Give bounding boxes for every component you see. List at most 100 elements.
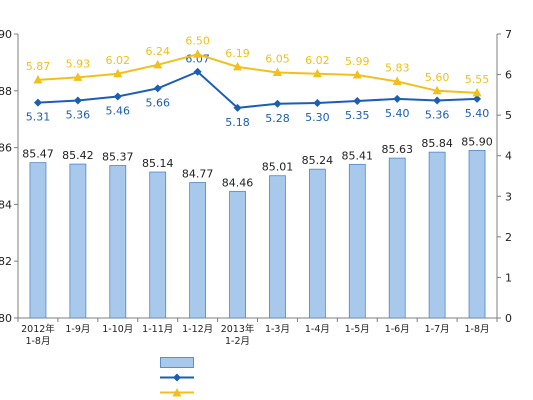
y-left-tick-label: 88 bbox=[0, 85, 12, 98]
y-left-tick-label: 80 bbox=[0, 312, 12, 325]
bar-value-label: 85.90 bbox=[461, 135, 493, 148]
yellow-series-point bbox=[73, 72, 83, 81]
blue-series-value-label: 5.40 bbox=[385, 107, 410, 120]
legend-swatch-bars bbox=[160, 357, 194, 368]
yellow-series-value-label: 5.55 bbox=[465, 73, 490, 86]
bar bbox=[468, 150, 486, 319]
yellow-series-value-label: 5.93 bbox=[66, 57, 91, 70]
x-tick-label: 2013年 1-2月 bbox=[221, 323, 255, 347]
y-right-tick-label: 1 bbox=[505, 271, 512, 284]
bar bbox=[348, 163, 366, 319]
legend bbox=[160, 355, 490, 400]
blue-series-value-label: 5.40 bbox=[465, 107, 490, 120]
bar-value-label: 85.42 bbox=[62, 149, 94, 162]
yellow-series-value-label: 6.02 bbox=[106, 54, 131, 67]
blue-series-point bbox=[273, 99, 282, 108]
blue-series-point bbox=[73, 96, 82, 105]
bar-value-label: 85.41 bbox=[342, 149, 374, 162]
blue-series-point bbox=[113, 92, 122, 101]
y-right-tick-label: 0 bbox=[505, 312, 512, 325]
yellow-series-point bbox=[352, 69, 362, 79]
yellow-series-point bbox=[312, 68, 322, 78]
bar-value-label: 85.14 bbox=[142, 157, 174, 170]
bar-value-label: 85.37 bbox=[102, 150, 134, 163]
blue-series-point bbox=[473, 94, 482, 103]
x-tick-label: 1-4月 bbox=[305, 324, 330, 335]
bar bbox=[428, 151, 446, 319]
bar-value-label: 85.24 bbox=[302, 154, 334, 167]
blue-series-point bbox=[33, 98, 42, 107]
yellow-series-value-label: 6.50 bbox=[185, 34, 210, 47]
legend-item-yellow-line bbox=[160, 385, 490, 400]
bar bbox=[388, 157, 406, 319]
blue-series-point bbox=[313, 98, 322, 107]
blue-series-point bbox=[153, 84, 162, 93]
bar bbox=[269, 175, 286, 319]
bar bbox=[69, 163, 87, 319]
plot-area: 80 82 84 86 88 90 0 1 2 3 4 5 6 7 2012年 1-8月 1-9月 1-10月 1-… bbox=[0, 28, 512, 347]
yellow-series-point bbox=[113, 68, 123, 78]
bar-value-label: 85.63 bbox=[381, 143, 413, 156]
y-right-tick-label: 6 bbox=[505, 69, 512, 82]
yellow-series-point bbox=[33, 74, 43, 84]
x-tick-label: 1-9月 bbox=[65, 324, 90, 335]
yellow-series-line bbox=[37, 53, 478, 94]
yellow-series-value-label: 6.19 bbox=[225, 47, 250, 60]
y-left-tick-label: 90 bbox=[0, 28, 12, 41]
yellow-series-value-label: 6.02 bbox=[305, 54, 330, 67]
y-right-tick-label: 4 bbox=[505, 150, 512, 163]
bar-value-label: 85.84 bbox=[421, 137, 453, 150]
bar-value-label: 84.77 bbox=[182, 168, 214, 181]
blue-series-value-label: 5.36 bbox=[425, 109, 450, 122]
y-right-tick-label: 3 bbox=[505, 190, 512, 203]
x-tick-label: 2012年 1-8月 bbox=[21, 323, 55, 347]
x-tick-label: 1-7月 bbox=[425, 324, 450, 335]
yellow-series-point bbox=[153, 59, 163, 69]
legend-item-blue-line bbox=[160, 370, 490, 385]
y-left-tick-label: 82 bbox=[0, 255, 12, 268]
bar bbox=[308, 168, 326, 319]
bar bbox=[229, 190, 246, 319]
blue-series-value-label: 5.28 bbox=[265, 112, 290, 125]
blue-series-value-label: 5.66 bbox=[145, 96, 170, 109]
x-tick-label: 1-10月 bbox=[102, 324, 133, 335]
blue-series-value-label: 5.31 bbox=[26, 111, 51, 124]
y-right-tick-label: 2 bbox=[505, 231, 512, 244]
legend-swatch-yellow-line bbox=[160, 388, 194, 397]
y-left-tick-label: 86 bbox=[0, 142, 12, 155]
yellow-series-point bbox=[392, 76, 402, 85]
yellow-series-point bbox=[272, 67, 282, 77]
yellow-series-point bbox=[432, 85, 442, 95]
x-tick-label: 1-5月 bbox=[345, 324, 370, 335]
blue-series-point bbox=[393, 94, 402, 103]
bar-value-label: 84.46 bbox=[222, 176, 254, 189]
yellow-series-value-label: 5.83 bbox=[385, 61, 410, 74]
blue-series-line bbox=[37, 70, 478, 109]
bar bbox=[109, 165, 127, 319]
x-tick-label: 1-11月 bbox=[142, 324, 173, 335]
blue-series-point bbox=[233, 103, 242, 112]
blue-series-value-label: 5.35 bbox=[345, 109, 370, 122]
yellow-series-value-label: 6.05 bbox=[265, 53, 290, 66]
y-right-tick-label: 5 bbox=[505, 109, 512, 122]
bar-value-label: 85.01 bbox=[262, 161, 294, 174]
y-right-tick-label: 7 bbox=[505, 28, 512, 41]
yellow-series-value-label: 6.24 bbox=[145, 45, 170, 58]
blue-series-value-label: 5.46 bbox=[106, 104, 131, 117]
bar-value-label: 85.47 bbox=[22, 148, 54, 161]
blue-series-point bbox=[193, 67, 202, 76]
bar bbox=[149, 171, 167, 319]
legend-swatch-blue-line bbox=[160, 373, 194, 382]
yellow-series-point bbox=[193, 49, 203, 58]
x-tick-label: 1-12月 bbox=[182, 324, 213, 335]
x-tick-label: 1-3月 bbox=[265, 324, 290, 335]
bar bbox=[29, 162, 47, 319]
yellow-series-value-label: 5.87 bbox=[26, 60, 51, 73]
blue-series-value-label: 5.30 bbox=[305, 111, 330, 124]
bar bbox=[189, 182, 207, 319]
y-left-tick-label: 84 bbox=[0, 198, 12, 211]
x-tick-label: 1-6月 bbox=[385, 324, 410, 335]
blue-series-value-label: 5.36 bbox=[66, 109, 91, 122]
legend-item-bars bbox=[160, 355, 490, 370]
